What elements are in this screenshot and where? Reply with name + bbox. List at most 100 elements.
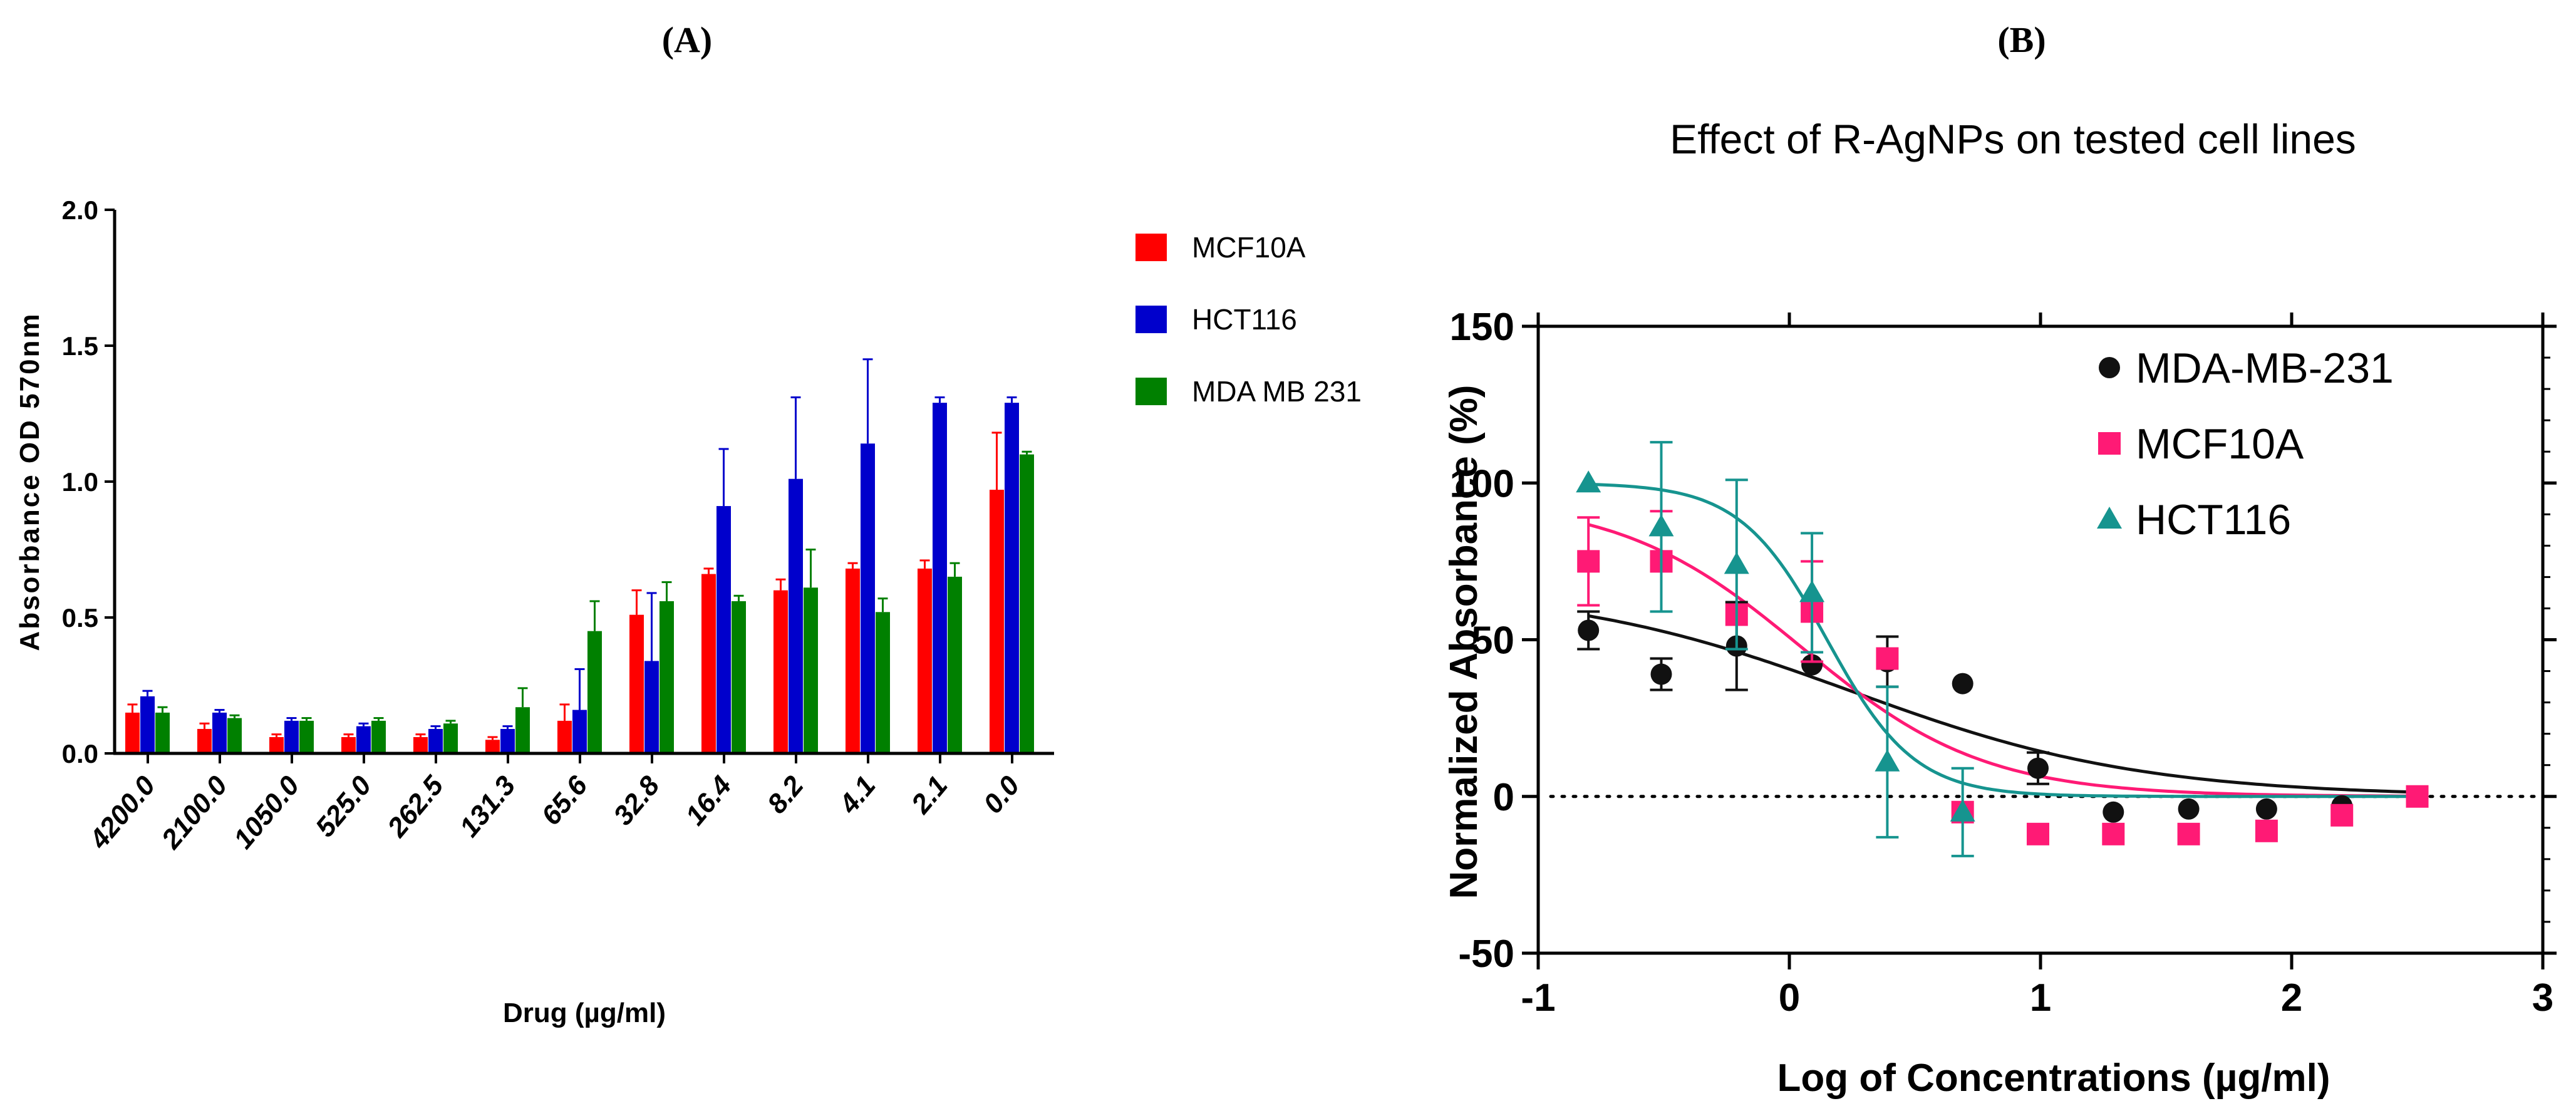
x-tick-label: 131.3 [453, 770, 521, 843]
legend-swatch-hct116 [1135, 306, 1167, 333]
bar-hct116-65-6 [572, 710, 587, 753]
bar-mda-mb-231-262-5 [443, 723, 458, 753]
bar-mda-mb-231-0-0 [1020, 454, 1034, 753]
chart-a-y-axis-label: Absorbance OD 570nm [14, 312, 45, 651]
fit-curve-mcf10a [1588, 523, 2418, 798]
y-tick-label: 0 [1493, 776, 1514, 819]
x-tick-label: 4200.0 [83, 770, 162, 855]
bar-mcf10a-262-5 [413, 736, 428, 753]
legend-marker-hct116 [2097, 507, 2122, 529]
chart-b-ticks: -50 0 50 100 150 -1 0 1 2 3 [1450, 306, 2557, 1020]
point-hct116 [1724, 552, 1749, 574]
bar-mda-mb-231-8-2 [804, 587, 818, 753]
bar-mda-mb-231-4-1 [876, 612, 890, 753]
bar-mda-mb-231-32-8 [660, 601, 674, 753]
point-hct116 [1576, 470, 1601, 493]
x-tick-label: 16.4 [680, 770, 738, 831]
y-tick-label: 0.0 [62, 739, 98, 768]
chart-a-error-bars [127, 358, 1032, 740]
chart-a-bars [125, 403, 1034, 753]
point-hct116 [1875, 749, 1900, 772]
point-mda-mb-231 [2255, 798, 2277, 820]
x-tick-label: 8.2 [762, 770, 810, 820]
x-tick-label: 525.0 [309, 770, 378, 843]
bar-mcf10a-32-8 [629, 614, 644, 753]
bar-hct116-4-1 [861, 443, 875, 753]
chart-b-fit-curves [1588, 482, 2418, 798]
point-mda-mb-231 [2178, 798, 2200, 820]
legend-label-mda-mb-231: MDA MB 231 [1192, 375, 1362, 408]
bar-hct116-2100-0 [212, 712, 227, 753]
bar-mcf10a-2100-0 [197, 728, 212, 753]
y-tick-label: -50 [1458, 933, 1514, 976]
bar-hct116-131-3 [500, 728, 515, 753]
bar-mda-mb-231-1050-0 [299, 720, 314, 753]
x-tick-label: 1 [2030, 976, 2051, 1020]
x-tick-label: 65.6 [535, 770, 594, 832]
x-tick-label: 262.5 [381, 770, 450, 844]
bar-hct116-0-0 [1005, 403, 1019, 753]
bar-mda-mb-231-16-4 [732, 601, 746, 753]
bar-mcf10a-0-0 [990, 490, 1004, 753]
bar-mda-mb-231-4200-0 [155, 712, 170, 753]
legend-label-mda-mb-231: MDA-MB-231 [2136, 344, 2394, 392]
legend-label-hct116: HCT116 [2136, 496, 2291, 544]
point-mcf10a [2026, 822, 2049, 845]
x-tick-label: 1050.0 [228, 770, 306, 855]
x-tick-label: 2100.0 [155, 770, 234, 855]
bar-mda-mb-231-131-3 [515, 707, 530, 753]
y-tick-label: 1.0 [62, 467, 98, 497]
chart-a-x-axis-label: Drug (µg/ml) [503, 998, 666, 1028]
x-tick-label: 0.0 [978, 770, 1026, 820]
y-tick-label: 100 [1450, 462, 1514, 505]
point-mda-mb-231 [2027, 757, 2049, 779]
y-tick-label: 2.0 [62, 195, 98, 225]
legend-label-mcf10a: MCF10A [1192, 231, 1306, 264]
point-mda-mb-231 [1650, 663, 1672, 685]
bar-mcf10a-1050-0 [269, 736, 284, 753]
chart-b-title: Effect of R-AgNPs on tested cell lines [1670, 116, 2356, 162]
bar-mda-mb-231-525-0 [371, 720, 386, 753]
legend-marker-mcf10a [2098, 432, 2121, 455]
x-tick-label: 3 [2532, 976, 2553, 1020]
bar-mcf10a-4200-0 [125, 712, 140, 753]
bar-hct116-1050-0 [284, 720, 299, 753]
point-mcf10a [2406, 785, 2429, 808]
point-hct116 [1648, 514, 1674, 537]
y-tick-label: 50 [1471, 619, 1514, 663]
legend-swatch-mda-mb-231 [1135, 378, 1167, 405]
chart-b: Effect of R-AgNPs on tested cell lines -… [1442, 116, 2557, 1100]
bar-hct116-8-2 [789, 478, 803, 753]
point-mcf10a [1876, 647, 1899, 670]
bar-mda-mb-231-2100-0 [227, 718, 242, 753]
bar-hct116-525-0 [356, 726, 371, 753]
legend-marker-mda-mb-231 [2099, 357, 2120, 378]
point-mda-mb-231 [1801, 654, 1823, 676]
bar-mcf10a-525-0 [341, 736, 356, 753]
bar-mcf10a-2-1 [918, 568, 932, 753]
chart-b-points [1576, 441, 2429, 857]
point-mda-mb-231 [1578, 619, 1600, 641]
panel-label-a: (A) [662, 19, 713, 60]
bar-mcf10a-8-2 [773, 590, 788, 753]
chart-a-legend: MCF10A HCT116 MDA MB 231 [1135, 231, 1362, 408]
point-mcf10a [2330, 803, 2354, 827]
x-tick-label: 0 [1779, 976, 1800, 1020]
point-mcf10a [1577, 550, 1600, 573]
bar-mcf10a-65-6 [557, 720, 572, 753]
bar-hct116-4200-0 [140, 696, 155, 753]
chart-b-frame [1536, 324, 2545, 955]
chart-a-y-ticks: 0.0 0.5 1.0 1.5 2.0 [62, 195, 115, 768]
bar-hct116-32-8 [644, 661, 659, 753]
point-mda-mb-231 [2103, 801, 2124, 823]
point-mda-mb-231 [1952, 673, 1973, 695]
x-tick-label: 4.1 [833, 770, 881, 820]
point-mcf10a [2177, 822, 2200, 845]
bar-hct116-16-4 [716, 506, 731, 753]
point-hct116 [1799, 580, 1825, 602]
x-tick-label: -1 [1521, 976, 1555, 1020]
panel-label-b: (B) [1997, 19, 2046, 60]
